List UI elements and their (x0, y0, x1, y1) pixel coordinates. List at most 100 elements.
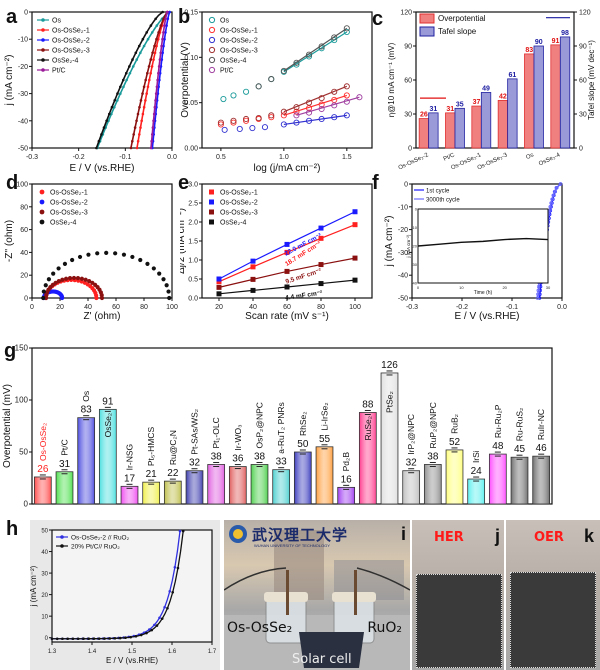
data-point (154, 92, 158, 95)
data-point (220, 95, 227, 103)
x-axis-label: E / V (vs.RHE) (69, 163, 134, 174)
data-point (343, 92, 350, 99)
bar (98, 408, 117, 505)
data-point (41, 295, 46, 301)
y-axis-label: Δj/2 (mA cm⁻²) (180, 208, 187, 274)
data-point (116, 99, 119, 102)
y-tick-label: 100 (16, 182, 28, 189)
data-point (124, 636, 127, 640)
photo-oer-electrode: OER k (506, 520, 600, 670)
legend-label: Os-OsSe₂-3 (220, 210, 258, 217)
data-point (221, 126, 228, 133)
data-point (128, 65, 131, 68)
x-tick-label: 0 (30, 304, 34, 311)
bar (358, 412, 377, 505)
inset-y-tick-label: -30 (411, 262, 418, 267)
bar (337, 486, 356, 505)
data-point (168, 590, 172, 593)
data-point (87, 279, 92, 284)
data-point (104, 250, 109, 255)
data-point (146, 85, 150, 89)
y-tick-label: 120 (400, 10, 412, 17)
data-point (163, 37, 166, 41)
x-tick-label: 100 (166, 304, 178, 311)
fit-line-4 (283, 27, 348, 72)
data-point (131, 139, 134, 143)
data-point (137, 44, 141, 48)
data-point (261, 124, 269, 131)
data-point (165, 24, 168, 27)
legend-marker (209, 219, 214, 225)
bar (228, 466, 247, 505)
data-point (150, 31, 154, 34)
data-point (250, 287, 256, 293)
bar (185, 470, 204, 505)
data-point (119, 85, 122, 89)
legend-marker (60, 535, 64, 539)
x-axis-label: log (j/mA cm⁻²) (254, 163, 321, 174)
data-point (149, 71, 152, 75)
data-point (158, 71, 162, 75)
plot-frame (201, 11, 373, 149)
data-point (168, 10, 171, 14)
data-point (153, 623, 156, 627)
bar-value-label: 16 (341, 474, 353, 485)
bar (467, 478, 486, 505)
data-point (60, 277, 65, 282)
legend-label: Tafel slope (438, 27, 477, 36)
data-point (160, 58, 164, 61)
legend-label: Pt/C (52, 68, 66, 75)
y-axis-label: j (mA cm⁻²) (4, 55, 15, 107)
legend-label: OsSe₂-4 (52, 58, 79, 65)
y-tick-label: 20 (41, 593, 48, 599)
data-point (134, 635, 138, 638)
x-axis-label: E / V (vs.RHE) (454, 311, 519, 322)
fit-line-3 (283, 85, 348, 113)
category-label: Ir-NSG (125, 444, 135, 470)
data-point (153, 51, 157, 55)
legend-label: 1st cycle (426, 189, 450, 195)
data-point (243, 88, 250, 95)
y-tick-label: 30 (41, 572, 48, 578)
data-point (164, 283, 169, 288)
data-point (535, 296, 540, 300)
legend-label: Os-OsSe₂-2 (52, 38, 90, 45)
inset-series-line (417, 237, 549, 247)
legend-marker (209, 189, 214, 195)
category-label: IrP₂@NPC (406, 414, 416, 455)
data-point (142, 44, 146, 48)
data-point (131, 65, 135, 68)
legend-label: Pt/C (220, 68, 234, 75)
data-point (318, 225, 324, 231)
data-point (152, 112, 156, 116)
data-point (268, 112, 275, 119)
bar-value-label: 48 (492, 441, 504, 452)
bar (55, 471, 74, 505)
bar-value-label: 31 (429, 106, 437, 113)
plot-frame (31, 11, 173, 149)
legend-label: 20% Pt/C// RuO₂ (71, 544, 120, 551)
data-point (159, 51, 163, 55)
photo-solar-cell-setup: 武汉理工大学 WUHAN UNIVERSITY OF TECHNOLOGY i … (224, 520, 410, 670)
data-point (141, 92, 144, 95)
chart-f-stability: -0.3 -0.2 -0.1 0.00-10-20-30-40-50E / V (vs… (384, 182, 567, 323)
fit-line-2 (283, 114, 347, 126)
bar-1 (428, 112, 439, 149)
data-point (122, 85, 125, 89)
data-point (161, 277, 166, 282)
y-tick-label: 0 (24, 500, 29, 509)
data-point (161, 51, 164, 55)
y-tick-label: 60 (404, 78, 412, 85)
data-point (71, 637, 75, 641)
bar-value-label: 88 (362, 399, 374, 410)
bar-1 (507, 78, 518, 149)
legend-marker (208, 16, 216, 24)
bar-value-label: 31 (446, 106, 454, 113)
data-point (70, 257, 75, 263)
y2-tick-label: 90 (579, 44, 587, 51)
data-point (43, 283, 48, 288)
data-point (129, 635, 133, 639)
data-point (176, 566, 180, 570)
data-point (147, 78, 151, 82)
data-point (318, 262, 324, 268)
